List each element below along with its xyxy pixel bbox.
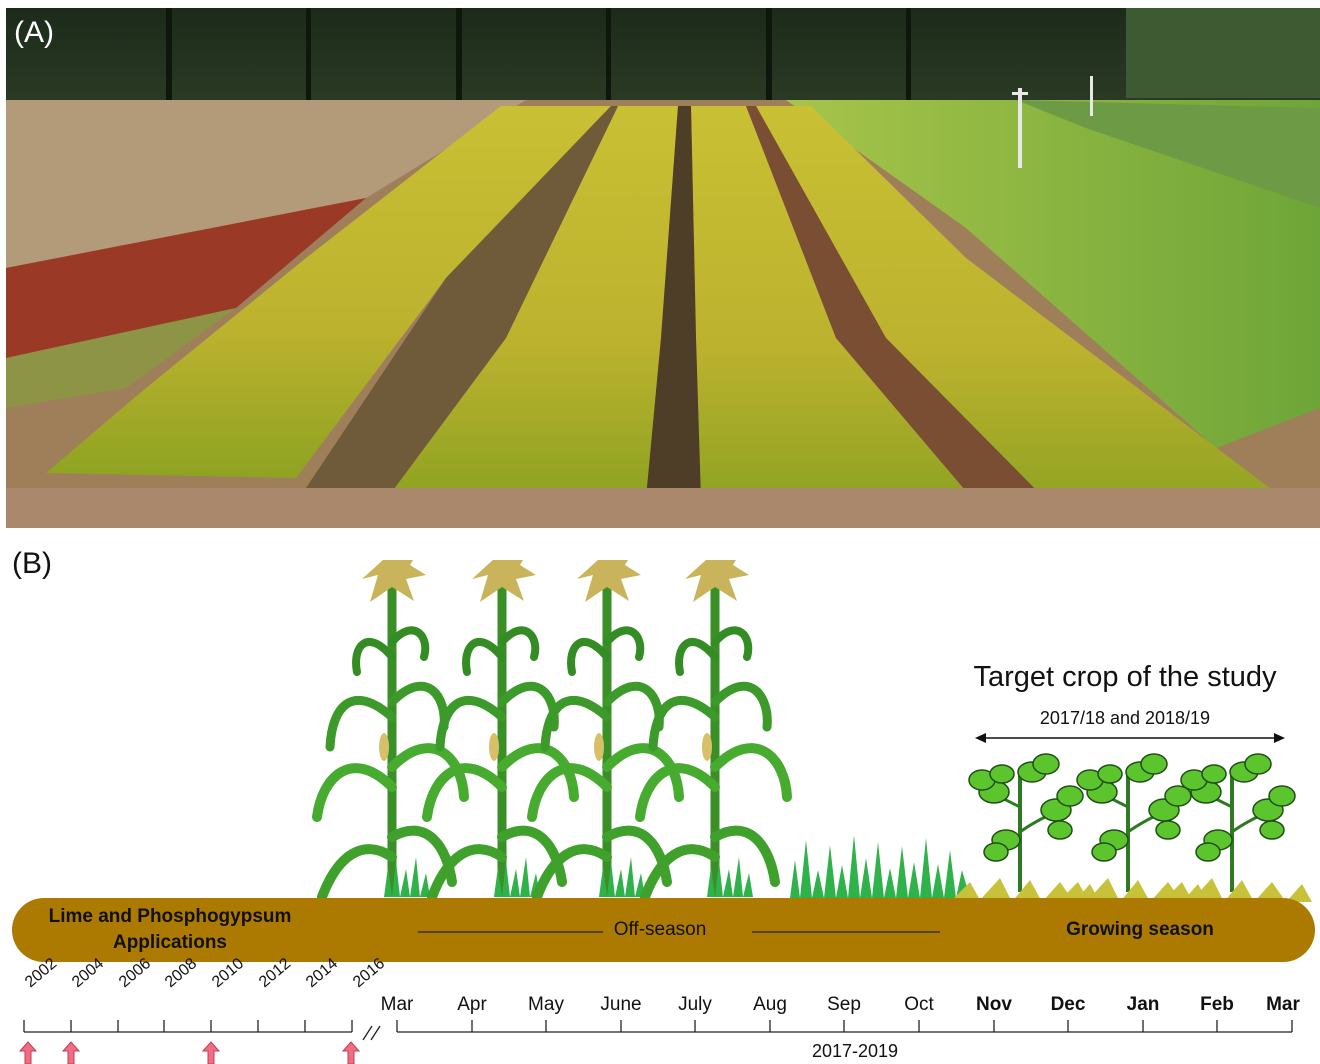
application-arrow-2010 bbox=[201, 1041, 221, 1064]
soybean-plants bbox=[948, 752, 1314, 904]
period-label: 2017-2019 bbox=[811, 1041, 899, 1061]
lime-phosphogypsum-label: Lime and Phosphogypsum Applications bbox=[20, 904, 320, 956]
month-label: Oct bbox=[904, 994, 934, 1015]
month-label: May bbox=[528, 994, 564, 1015]
panel-b-label: (B) bbox=[12, 547, 52, 580]
growing-season-label: Growing season bbox=[1066, 919, 1214, 940]
application-arrow-2016 bbox=[341, 1041, 361, 1064]
year-axis bbox=[23, 1020, 353, 1033]
lime-label-line1: Lime and Phosphogypsum bbox=[48, 906, 292, 927]
month-label: July bbox=[678, 994, 712, 1015]
application-arrows bbox=[18, 1041, 361, 1064]
month-label: Dec bbox=[1050, 994, 1086, 1015]
lime-label-line2: Applications bbox=[112, 932, 227, 953]
off-season-label: Off-season bbox=[613, 919, 707, 940]
month-label: Sep bbox=[827, 994, 861, 1015]
month-label: Mar bbox=[1266, 994, 1300, 1015]
month-label: Jan bbox=[1126, 994, 1160, 1015]
month-axis bbox=[396, 1020, 1293, 1033]
target-span-arrow bbox=[975, 733, 1285, 743]
corn-plants bbox=[317, 560, 787, 897]
panel-a-label: (A) bbox=[14, 16, 54, 49]
month-label: Feb bbox=[1200, 994, 1234, 1015]
application-arrow-2004 bbox=[61, 1041, 81, 1064]
target-crop-title: Target crop of the study bbox=[973, 661, 1277, 693]
month-label: Apr bbox=[457, 994, 487, 1015]
field-photo bbox=[6, 8, 1320, 528]
month-label: Aug bbox=[753, 994, 787, 1015]
month-label: June bbox=[600, 994, 642, 1015]
application-arrow-2002 bbox=[18, 1041, 38, 1064]
axis-break bbox=[362, 1025, 381, 1041]
season-bar bbox=[12, 898, 1315, 962]
month-label: Mar bbox=[380, 994, 414, 1015]
target-crop-years: 2017/18 and 2018/19 bbox=[1039, 708, 1211, 728]
grass-fallow bbox=[790, 835, 970, 898]
timeline-diagram bbox=[12, 560, 1315, 1064]
month-label: Nov bbox=[976, 994, 1012, 1015]
